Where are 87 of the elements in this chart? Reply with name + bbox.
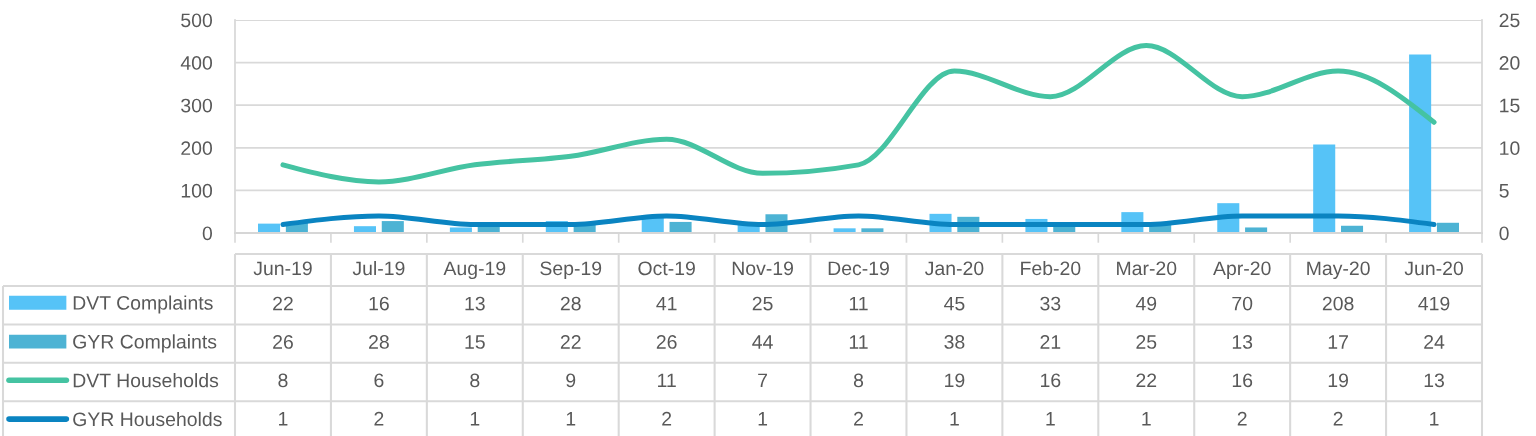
data-label: 6 [374, 373, 384, 388]
y2-tick-label: 0 [1499, 226, 1509, 241]
x-tick-label: May-20 [1307, 261, 1370, 280]
x-tick-label: Oct-19 [638, 261, 695, 276]
y2-tick-label: 15 [1500, 98, 1520, 113]
data-label: 8 [470, 373, 480, 388]
data-label: 2 [1333, 411, 1343, 426]
data-label: 1 [566, 412, 576, 426]
data-label: 25 [752, 296, 773, 311]
data-label: 11 [658, 373, 676, 388]
bar [669, 221, 692, 233]
data-label: 45 [944, 296, 965, 311]
y-tick-label: 400 [180, 56, 213, 70]
legend-label: GYR Complaints [73, 334, 217, 353]
data-label: 1 [950, 412, 959, 426]
data-label: 70 [1232, 296, 1253, 311]
data-label: 15 [465, 335, 485, 349]
data-label: 2 [854, 411, 863, 426]
data-label: 22 [560, 335, 581, 349]
bar [1409, 54, 1432, 233]
data-label: 19 [945, 373, 965, 388]
data-label: 22 [273, 296, 293, 311]
y2-tick-label: 5 [1499, 184, 1509, 198]
y-tick-label: 100 [181, 183, 213, 198]
data-label: 8 [853, 373, 864, 388]
data-label: 25 [1136, 335, 1157, 349]
y2-tick-label: 20 [1499, 56, 1520, 70]
bar [1245, 227, 1268, 233]
data-label: 1 [758, 412, 768, 426]
legend-label: DVT Households [73, 373, 219, 388]
x-tick-label: Jun-20 [1404, 261, 1464, 276]
data-label: 419 [1418, 296, 1450, 311]
data-label: 9 [566, 373, 576, 388]
data-label: 1 [1142, 412, 1151, 426]
x-tick-label: Aug-19 [443, 261, 506, 280]
data-label: 44 [752, 335, 773, 349]
x-tick-label: Jan-20 [925, 261, 984, 276]
x-tick-label: Sep-19 [540, 261, 602, 280]
data-label: 1 [1430, 412, 1439, 426]
data-label: 13 [1232, 335, 1253, 349]
data-label: 1 [279, 412, 288, 426]
data-label: 8 [278, 373, 288, 388]
data-label: 22 [1136, 373, 1157, 388]
y2-tick-label: 25 [1499, 13, 1520, 28]
legend-label: GYR Households [73, 411, 222, 427]
data-label: 28 [369, 335, 389, 349]
x-tick-label: Jun-19 [253, 261, 312, 276]
legend-label: DVT Complaints [73, 295, 213, 314]
data-label: 2 [1237, 411, 1247, 426]
data-label: 1 [470, 412, 480, 426]
bar [381, 221, 404, 233]
data-label: 26 [656, 335, 677, 349]
x-tick-label: Mar-20 [1117, 261, 1177, 276]
data-label: 2 [662, 411, 672, 426]
data-label: 16 [1232, 373, 1253, 388]
data-label: 11 [849, 335, 868, 349]
x-tick-label: Dec-19 [828, 261, 889, 276]
bar [1313, 144, 1336, 233]
y-tick-label: 300 [181, 98, 213, 113]
data-label: 2 [374, 411, 384, 426]
data-label: 11 [849, 296, 868, 311]
data-label: 7 [758, 373, 768, 388]
x-tick-label: Feb-20 [1021, 260, 1081, 276]
data-label: 21 [1040, 335, 1061, 349]
data-label: 13 [465, 296, 485, 311]
x-tick-label: Jul-19 [352, 260, 405, 276]
y-tick-label: 200 [181, 141, 213, 156]
data-label: 1 [1046, 412, 1055, 426]
data-label: 24 [1424, 335, 1445, 349]
y-tick-label: 0 [202, 226, 213, 241]
data-label: 19 [1328, 373, 1349, 388]
y-tick-label: 500 [181, 13, 213, 28]
data-label: 16 [1041, 373, 1061, 388]
y2-tick-label: 10 [1500, 141, 1520, 156]
data-label: 17 [1328, 335, 1348, 349]
data-label: 16 [369, 296, 389, 311]
data-label: 49 [1135, 296, 1157, 311]
data-label: 13 [1424, 373, 1444, 388]
data-label: 28 [560, 296, 581, 311]
data-label: 33 [1040, 296, 1061, 311]
data-label: 38 [944, 335, 965, 349]
x-tick-label: Apr-20 [1213, 261, 1271, 280]
data-label: 41 [656, 296, 677, 311]
x-tick-label: Nov-19 [732, 261, 793, 276]
data-label: 26 [273, 335, 293, 349]
bar [449, 227, 472, 233]
data-label: 208 [1322, 296, 1354, 311]
